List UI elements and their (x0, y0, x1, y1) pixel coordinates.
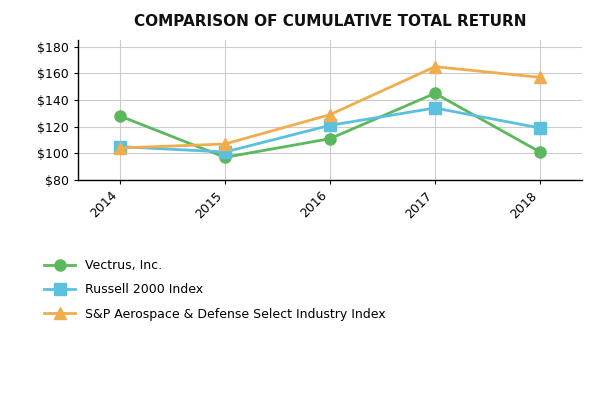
Russell 2000 Index (116, 144, 124, 149)
Russell 2000 Index (326, 123, 334, 128)
Line: S&P Aerospace & Defense Select Industry Index: S&P Aerospace & Defense Select Industry … (114, 60, 546, 154)
S&P Aerospace & Defense Select Industry Index (431, 64, 439, 69)
S&P Aerospace & Defense Select Industry Index (221, 142, 229, 146)
Line: Russell 2000 Index: Russell 2000 Index (115, 102, 545, 158)
Line: Vectrus, Inc.: Vectrus, Inc. (115, 88, 545, 163)
S&P Aerospace & Defense Select Industry Index (326, 112, 334, 117)
Vectrus, Inc. (326, 136, 334, 141)
S&P Aerospace & Defense Select Industry Index (536, 75, 544, 80)
Russell 2000 Index (536, 126, 544, 130)
Russell 2000 Index (221, 150, 229, 154)
Legend: Vectrus, Inc., Russell 2000 Index, S&P Aerospace & Defense Select Industry Index: Vectrus, Inc., Russell 2000 Index, S&P A… (44, 259, 386, 320)
Title: COMPARISON OF CUMULATIVE TOTAL RETURN: COMPARISON OF CUMULATIVE TOTAL RETURN (134, 14, 526, 29)
Vectrus, Inc. (221, 155, 229, 160)
Vectrus, Inc. (536, 150, 544, 154)
Vectrus, Inc. (116, 114, 124, 118)
S&P Aerospace & Defense Select Industry Index (116, 146, 124, 150)
Vectrus, Inc. (431, 91, 439, 96)
Russell 2000 Index (431, 106, 439, 110)
